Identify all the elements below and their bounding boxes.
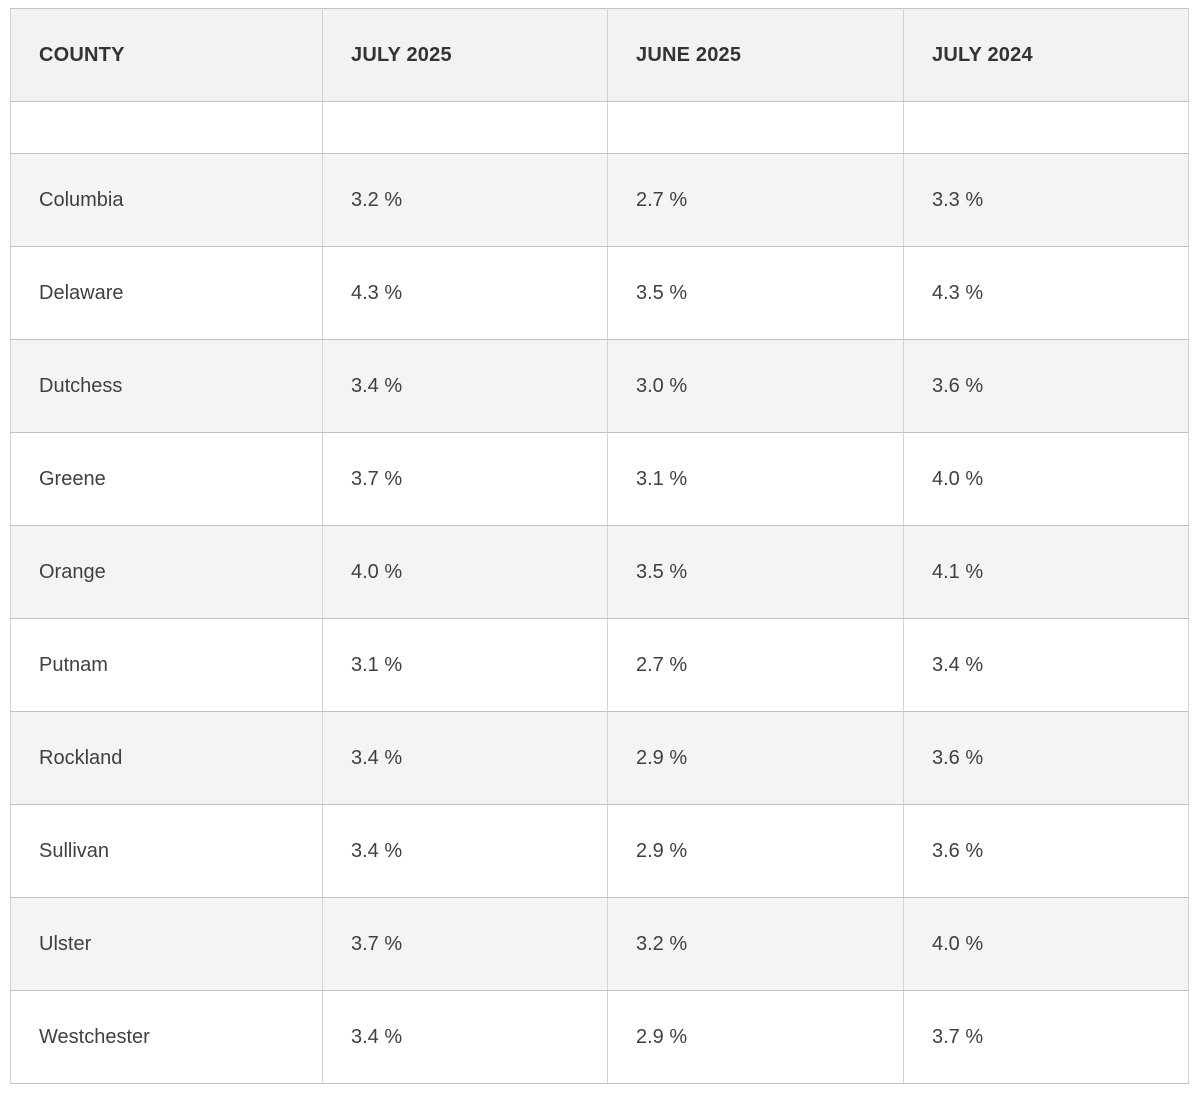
county-cell: Greene [10,432,323,526]
spacer-cell [322,101,608,154]
column-header-county: COUNTY [10,8,323,102]
rate-cell: 3.6 % [903,711,1189,805]
rate-cell: 3.6 % [903,804,1189,898]
rate-cell: 3.7 % [322,897,608,991]
header-row: COUNTY JULY 2025 JUNE 2025 JULY 2024 [10,8,1189,102]
county-cell: Delaware [10,246,323,340]
table-row-sullivan: Sullivan 3.4 % 2.9 % 3.6 % [10,804,1189,898]
rate-cell: 2.9 % [607,804,904,898]
rate-cell: 2.9 % [607,711,904,805]
rate-cell: 3.4 % [322,711,608,805]
rate-cell: 3.2 % [607,897,904,991]
rate-cell: 4.3 % [322,246,608,340]
rate-cell: 3.5 % [607,246,904,340]
county-cell: Westchester [10,990,323,1084]
rate-cell: 3.6 % [903,339,1189,433]
county-cell: Putnam [10,618,323,712]
spacer-cell [903,101,1189,154]
table-row-greene: Greene 3.7 % 3.1 % 4.0 % [10,432,1189,526]
table-row-columbia: Columbia 3.2 % 2.7 % 3.3 % [10,153,1189,247]
rate-cell: 3.4 % [322,804,608,898]
rate-cell: 3.4 % [322,339,608,433]
rate-cell: 4.1 % [903,525,1189,619]
rate-cell: 3.4 % [322,990,608,1084]
table-row-dutchess: Dutchess 3.4 % 3.0 % 3.6 % [10,339,1189,433]
rate-cell: 3.1 % [607,432,904,526]
rate-cell: 3.2 % [322,153,608,247]
rate-cell: 4.0 % [903,432,1189,526]
rate-cell: 2.7 % [607,618,904,712]
table-row-westchester: Westchester 3.4 % 2.9 % 3.7 % [10,990,1189,1084]
rate-cell: 4.3 % [903,246,1189,340]
county-cell: Columbia [10,153,323,247]
unemployment-rates-table: COUNTY JULY 2025 JUNE 2025 JULY 2024 Col… [10,8,1189,1084]
rate-cell: 2.7 % [607,153,904,247]
rate-cell: 4.0 % [322,525,608,619]
rate-cell: 3.0 % [607,339,904,433]
rate-cell: 3.3 % [903,153,1189,247]
rate-cell: 4.0 % [903,897,1189,991]
column-header-july-2025: JULY 2025 [322,8,608,102]
table-row-ulster: Ulster 3.7 % 3.2 % 4.0 % [10,897,1189,991]
county-cell: Rockland [10,711,323,805]
county-cell: Orange [10,525,323,619]
column-header-june-2025: JUNE 2025 [607,8,904,102]
rate-cell: 3.1 % [322,618,608,712]
rate-cell: 3.7 % [322,432,608,526]
county-cell: Sullivan [10,804,323,898]
spacer-row [10,101,1189,154]
table-row-delaware: Delaware 4.3 % 3.5 % 4.3 % [10,246,1189,340]
table-row-putnam: Putnam 3.1 % 2.7 % 3.4 % [10,618,1189,712]
spacer-cell [607,101,904,154]
rate-cell: 3.5 % [607,525,904,619]
county-cell: Ulster [10,897,323,991]
table-row-rockland: Rockland 3.4 % 2.9 % 3.6 % [10,711,1189,805]
county-cell: Dutchess [10,339,323,433]
rate-cell: 3.4 % [903,618,1189,712]
spacer-cell [10,101,323,154]
table-row-orange: Orange 4.0 % 3.5 % 4.1 % [10,525,1189,619]
column-header-july-2024: JULY 2024 [903,8,1189,102]
rate-cell: 3.7 % [903,990,1189,1084]
rate-cell: 2.9 % [607,990,904,1084]
